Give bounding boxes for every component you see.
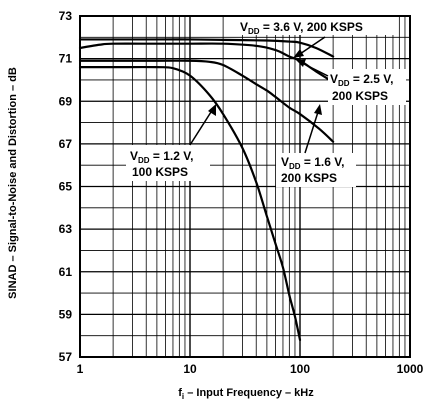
y-tick-label: 73 [59, 9, 73, 23]
y-tick-label: 69 [59, 94, 73, 108]
series-line-0 [78, 38, 335, 58]
x-tick-label: 1000 [397, 362, 424, 376]
svg-text:VDD = 1.2 V,: VDD = 1.2 V, [130, 149, 194, 165]
x-tick-labels: 1 10 100 1000 [77, 362, 424, 376]
annotation-vdd12: VDD = 1.2 V, 100 KSPS [126, 145, 210, 181]
y-tick-label: 63 [59, 222, 73, 236]
series-line-3 [78, 65, 302, 342]
annotation-arrowhead-vdd25 [296, 59, 306, 67]
y-tick-label: 67 [59, 137, 73, 151]
annotation-arrow-vdd16 [304, 111, 319, 154]
y-axis-label: SINAD – Signal-to-Noise and Distortion –… [7, 67, 19, 299]
svg-text:200 KSPS: 200 KSPS [281, 171, 337, 185]
annotation-arrowhead-vdd16 [314, 104, 322, 115]
grid [80, 16, 410, 357]
annotation-vdd25: VDD = 2.5 V, 200 KSPS [328, 69, 406, 105]
y-tick-label: 61 [59, 265, 73, 279]
annotation-arrow-vdd12 [189, 111, 212, 146]
svg-text:200 KSPS: 200 KSPS [332, 89, 388, 103]
x-tick-label: 1 [77, 362, 84, 376]
y-tick-label: 71 [59, 52, 73, 66]
plot-frame [79, 15, 411, 358]
y-tick-label: 57 [59, 350, 73, 364]
annotation-arrow-vdd25 [301, 62, 329, 77]
y-tick-label: 65 [59, 180, 73, 194]
svg-text:100 KSPS: 100 KSPS [132, 165, 188, 179]
annotation-arrowhead-vdd12 [208, 104, 216, 116]
svg-text:VDD = 2.5 V,: VDD = 2.5 V, [330, 72, 394, 88]
annotation-vdd16: VDD = 1.6 V, 200 KSPS [276, 153, 356, 187]
x-tick-label: 100 [290, 362, 310, 376]
svg-text:VDD = 1.6 V,: VDD = 1.6 V, [281, 155, 345, 171]
annotation-arrowhead-vdd36 [293, 49, 304, 58]
series-line-2 [78, 59, 335, 143]
y-tick-labels: 57 59 61 63 65 67 69 71 73 [59, 9, 73, 364]
y-tick-label: 59 [59, 307, 73, 321]
annotation-vdd36: VDD = 3.6 V, 200 KSPS [238, 17, 395, 36]
svg-text:VDD = 3.6 V, 200 KSPS: VDD = 3.6 V, 200 KSPS [240, 20, 363, 36]
x-axis-label: fi – Input Frequency – kHz [178, 387, 314, 401]
x-tick-label: 10 [183, 362, 197, 376]
